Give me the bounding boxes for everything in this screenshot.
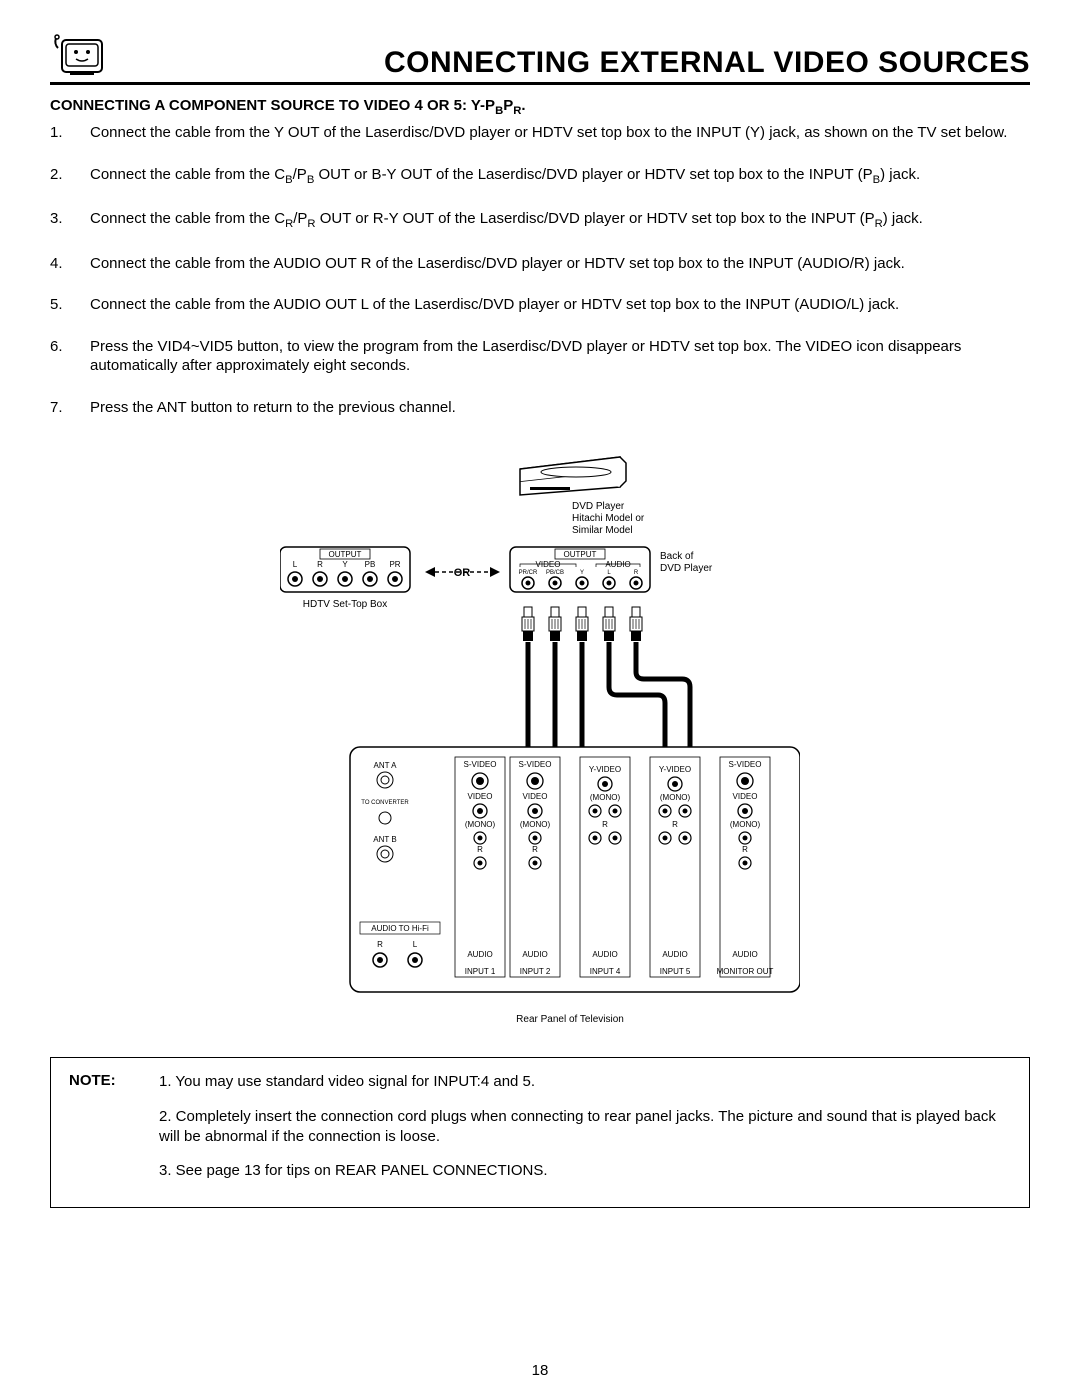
svg-text:INPUT 5: INPUT 5 [660, 967, 691, 976]
diagram-label: AUDIO [605, 560, 630, 569]
diagram-label: OUTPUT [564, 550, 597, 559]
diagram-label: DVD Player [572, 501, 625, 512]
svg-text:VIDEO: VIDEO [733, 792, 758, 801]
diagram-label: DVD Player [660, 563, 713, 574]
step-item: 6.Press the VID4~VID5 button, to view th… [90, 337, 1030, 376]
diagram-label: ANT A [374, 761, 398, 770]
diagram-label: Similar Model [572, 525, 633, 536]
svg-text:INPUT 4: INPUT 4 [590, 967, 621, 976]
step-text: Press the ANT button to return to the pr… [90, 399, 456, 416]
heading-text: . [521, 97, 525, 114]
svg-text:S-VIDEO: S-VIDEO [464, 760, 497, 769]
svg-text:INPUT 1: INPUT 1 [465, 967, 496, 976]
svg-text:Y: Y [342, 560, 348, 569]
svg-text:R: R [672, 820, 678, 829]
svg-text:S-VIDEO: S-VIDEO [519, 760, 552, 769]
step-text: Connect the cable from the C [90, 210, 285, 227]
note-item: 1. You may use standard video signal for… [159, 1072, 1011, 1092]
note-item: 3. See page 13 for tips on REAR PANEL CO… [159, 1161, 1011, 1181]
svg-text:AUDIO: AUDIO [467, 950, 492, 959]
svg-text:S-VIDEO: S-VIDEO [729, 760, 762, 769]
step-item: 5.Connect the cable from the AUDIO OUT L… [90, 295, 1030, 315]
svg-text:(MONO): (MONO) [590, 793, 621, 802]
note-label: NOTE: [69, 1072, 159, 1195]
step-text: /P [293, 166, 307, 183]
svg-text:Y-VIDEO: Y-VIDEO [589, 765, 621, 774]
svg-text:Y: Y [580, 570, 584, 576]
diagram-label: HDTV Set-Top Box [303, 599, 387, 610]
step-item: 1.Connect the cable from the Y OUT of th… [90, 123, 1030, 143]
step-text: Connect the cable from the AUDIO OUT R o… [90, 255, 905, 272]
diagram-label: Hitachi Model or [572, 513, 645, 524]
step-text: ) jack. [883, 210, 923, 227]
diagram-label: OUTPUT [329, 550, 362, 559]
diagram-label: ANT B [373, 835, 396, 844]
tv-mascot-icon [50, 30, 110, 80]
svg-text:MONITOR OUT: MONITOR OUT [717, 967, 774, 976]
diagram-label: VIDEO [536, 560, 561, 569]
subscript: R [875, 218, 883, 230]
page-header: CONNECTING EXTERNAL VIDEO SOURCES [50, 30, 1030, 85]
svg-text:AUDIO: AUDIO [732, 950, 757, 959]
svg-text:AUDIO: AUDIO [662, 950, 687, 959]
svg-text:VIDEO: VIDEO [468, 792, 493, 801]
svg-text:R: R [477, 845, 483, 854]
svg-text:VIDEO: VIDEO [523, 792, 548, 801]
svg-text:AUDIO: AUDIO [522, 950, 547, 959]
svg-text:AUDIO: AUDIO [592, 950, 617, 959]
step-text: Connect the cable from the C [90, 166, 285, 183]
svg-text:PR/CR: PR/CR [519, 570, 538, 576]
step-text: ) jack. [880, 166, 920, 183]
diagram-svg: DVD Player Hitachi Model or Similar Mode… [280, 447, 800, 1037]
svg-text:PR: PR [389, 560, 400, 569]
step-text: Connect the cable from the Y OUT of the … [90, 124, 1007, 141]
svg-text:(MONO): (MONO) [465, 820, 496, 829]
diagram-label: Rear Panel of Television [516, 1014, 624, 1025]
diagram-label: TO CONVERTER [361, 800, 409, 806]
page-number: 18 [0, 1362, 1080, 1379]
diagram-label: AUDIO TO Hi-Fi [371, 924, 429, 933]
step-item: 3. Connect the cable from the CR/PR OUT … [90, 209, 1030, 232]
svg-text:(MONO): (MONO) [730, 820, 761, 829]
svg-text:PB/CB: PB/CB [546, 570, 564, 576]
svg-text:INPUT 2: INPUT 2 [520, 967, 551, 976]
subscript: B [285, 174, 293, 186]
svg-text:Y-VIDEO: Y-VIDEO [659, 765, 691, 774]
heading-text: P [503, 97, 513, 114]
diagram-label: OR [454, 567, 471, 579]
step-text: Press the VID4~VID5 button, to view the … [90, 338, 961, 375]
step-text: /P [293, 210, 307, 227]
svg-text:R: R [742, 845, 748, 854]
svg-text:R: R [634, 570, 639, 576]
svg-text:L: L [293, 560, 298, 569]
steps-list: 1.Connect the cable from the Y OUT of th… [50, 123, 1030, 417]
diagram-label: L [413, 940, 418, 949]
heading-text: CONNECTING A COMPONENT SOURCE TO VIDEO 4… [50, 97, 495, 114]
step-item: 2. Connect the cable from the CB/PB OUT … [90, 165, 1030, 188]
step-item: 7.Press the ANT button to return to the … [90, 398, 1030, 418]
diagram-label: R [377, 940, 383, 949]
subscript: B [495, 105, 503, 117]
connection-diagram: DVD Player Hitachi Model or Similar Mode… [50, 447, 1030, 1037]
step-text: Connect the cable from the AUDIO OUT L o… [90, 296, 899, 313]
svg-text:R: R [317, 560, 323, 569]
diagram-label: Back of [660, 551, 694, 562]
section-heading: CONNECTING A COMPONENT SOURCE TO VIDEO 4… [50, 97, 1030, 117]
note-item: 2. Completely insert the connection cord… [159, 1107, 1011, 1148]
svg-text:(MONO): (MONO) [660, 793, 691, 802]
page-title: CONNECTING EXTERNAL VIDEO SOURCES [384, 46, 1030, 80]
svg-text:R: R [532, 845, 538, 854]
subscript: R [307, 218, 315, 230]
notes-box: NOTE: 1. You may use standard video sign… [50, 1057, 1030, 1208]
svg-text:PB: PB [365, 560, 376, 569]
svg-text:R: R [602, 820, 608, 829]
notes-list: 1. You may use standard video signal for… [159, 1072, 1011, 1195]
step-text: OUT or B-Y OUT of the Laserdisc/DVD play… [314, 166, 872, 183]
svg-text:(MONO): (MONO) [520, 820, 551, 829]
step-item: 4.Connect the cable from the AUDIO OUT R… [90, 254, 1030, 274]
subscript: B [873, 174, 881, 186]
step-text: OUT or R-Y OUT of the Laserdisc/DVD play… [316, 210, 875, 227]
